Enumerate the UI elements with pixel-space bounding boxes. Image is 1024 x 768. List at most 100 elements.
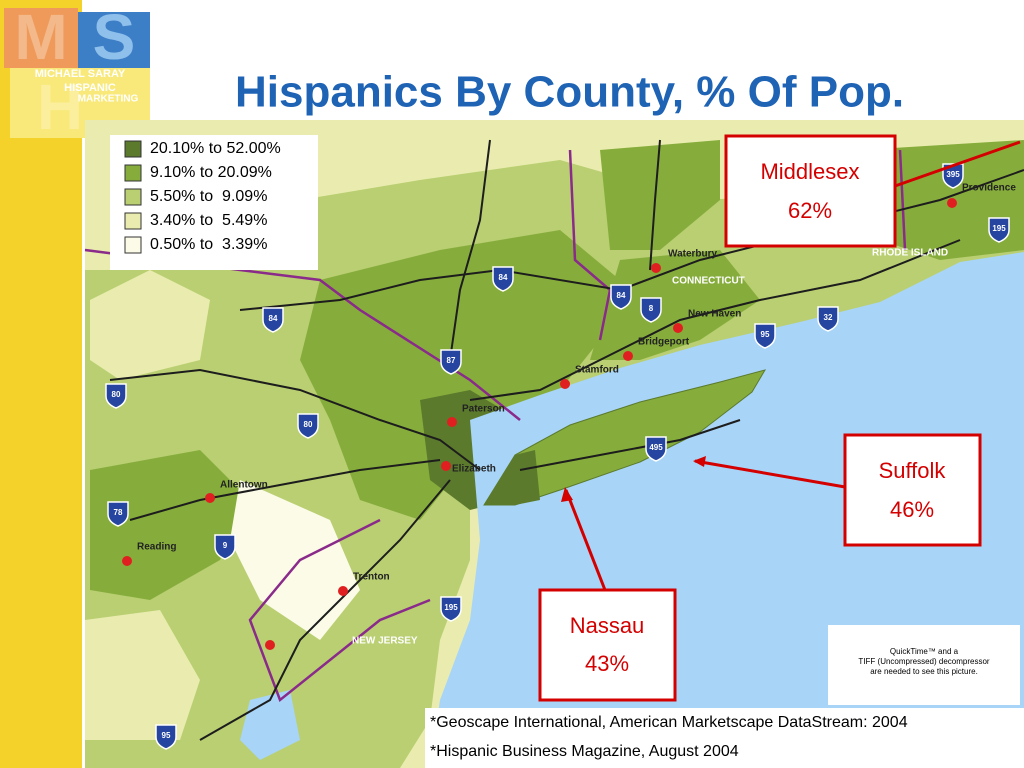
city-label: Bridgeport xyxy=(638,337,690,348)
highway-shield xyxy=(105,383,127,409)
legend-swatch xyxy=(124,212,142,230)
logo-letter: H xyxy=(37,71,83,143)
callout-name: Middlesex xyxy=(760,159,859,184)
placeholder-text: QuickTime™ and a xyxy=(890,647,959,656)
legend-label: 5.50% to 9.09% xyxy=(150,188,267,205)
highway-number: 9 xyxy=(223,541,228,550)
city-dot xyxy=(122,556,132,566)
city-dot xyxy=(673,323,683,333)
highway-number: 80 xyxy=(112,390,121,399)
legend: 20.10% to 52.00% 9.10% to 20.09% 5.50% to … xyxy=(124,140,281,254)
state-label: NEW JERSEY xyxy=(352,636,418,647)
state-label: CONNECTICUT xyxy=(672,276,745,287)
highway-number: 495 xyxy=(649,443,663,452)
highway-shield xyxy=(610,284,632,310)
callout-arrow xyxy=(894,140,1021,188)
legend-box xyxy=(110,135,318,270)
highway-number: 84 xyxy=(499,273,508,282)
road xyxy=(519,419,741,471)
highway-number: 95 xyxy=(761,330,770,339)
callouts: Middlesex 62% Suffolk 46% Nassau 43% xyxy=(538,134,1021,702)
legend-swatch xyxy=(124,188,142,206)
callout-name: Suffolk xyxy=(879,458,947,483)
city-dot xyxy=(265,640,275,650)
highway-shield xyxy=(214,534,236,560)
legend-label: 0.50% to 3.39% xyxy=(150,236,267,253)
city-label: Stamford xyxy=(575,365,619,376)
state-border xyxy=(898,149,907,251)
source: *Geoscape International, American Market… xyxy=(430,714,908,731)
road xyxy=(469,239,961,401)
callout-value: 62% xyxy=(788,198,832,223)
city-dot xyxy=(205,493,215,503)
road xyxy=(199,479,451,741)
source: *Hispanic Business Magazine, August 2004 xyxy=(430,743,739,760)
county-region xyxy=(484,450,540,505)
title: Hispanics By County, % Of Pop. xyxy=(235,68,904,117)
highway-shield xyxy=(640,297,662,323)
callout-value: 46% xyxy=(890,497,934,522)
city-dot xyxy=(447,417,457,427)
long-island xyxy=(483,369,767,506)
callout-box xyxy=(843,433,982,547)
county-region xyxy=(85,610,200,740)
highway-number: 84 xyxy=(269,314,278,323)
logo-block xyxy=(78,12,150,68)
logo-line: HISPANIC xyxy=(64,82,116,94)
city-dot xyxy=(338,586,348,596)
highway-shield xyxy=(262,307,284,333)
road xyxy=(449,139,491,361)
logo-line: MARKETING xyxy=(78,94,139,105)
legend-swatch xyxy=(124,164,142,182)
placeholder-text: TIFF (Uncompressed) decompressor xyxy=(858,657,989,666)
highway-shield xyxy=(155,724,177,750)
legend-label: 3.40% to 5.49% xyxy=(150,212,267,229)
city-label: Elizabeth xyxy=(452,464,496,475)
highway-shield xyxy=(440,349,462,375)
state-label: RHODE ISLAND xyxy=(872,248,948,259)
road xyxy=(649,139,661,271)
legend-label: 20.10% to 52.00% xyxy=(150,140,281,157)
city-label: Trenton xyxy=(353,572,390,583)
road xyxy=(129,459,441,521)
legend-swatch xyxy=(124,236,142,254)
city-label: Reading xyxy=(137,542,176,553)
highway-number: 32 xyxy=(824,313,833,322)
highway-number: 95 xyxy=(162,731,171,740)
highway-shield xyxy=(492,266,514,292)
highway-shield xyxy=(754,323,776,349)
county-region xyxy=(590,250,760,360)
city-label: New Haven xyxy=(688,309,741,320)
logo-letter: S xyxy=(93,1,136,73)
logo-letter: M xyxy=(14,1,67,73)
city-label: Providence xyxy=(962,183,1016,194)
legend-label: 9.10% to 20.09% xyxy=(150,164,272,181)
callout-value: 43% xyxy=(585,651,629,676)
highway-shield xyxy=(107,501,129,527)
highway-number: 84 xyxy=(617,291,626,300)
city-label: Paterson xyxy=(462,404,505,415)
highway-shield xyxy=(440,596,462,622)
placeholder-text: are needed to see this picture. xyxy=(870,667,978,676)
city-dot xyxy=(947,198,957,208)
logo-name: MICHAEL SARAY xyxy=(35,68,126,80)
map-labels: Waterbury CONNECTICUT New Haven Bridgepo… xyxy=(122,183,1016,650)
road xyxy=(109,368,481,471)
highway-number: 195 xyxy=(444,603,458,612)
county-region xyxy=(600,140,720,250)
highway-number: 87 xyxy=(447,356,456,365)
highway-number: 395 xyxy=(946,170,960,179)
county-region xyxy=(90,270,210,380)
city-dot xyxy=(560,379,570,389)
highway-shield xyxy=(645,436,667,462)
arrow-head xyxy=(693,456,706,467)
city-dot xyxy=(441,461,451,471)
city-dot xyxy=(623,351,633,361)
callout-box xyxy=(724,134,897,248)
highway-number: 80 xyxy=(304,420,313,429)
state-border xyxy=(568,149,612,341)
callout-arrow xyxy=(694,459,846,489)
logo-block xyxy=(4,8,78,68)
